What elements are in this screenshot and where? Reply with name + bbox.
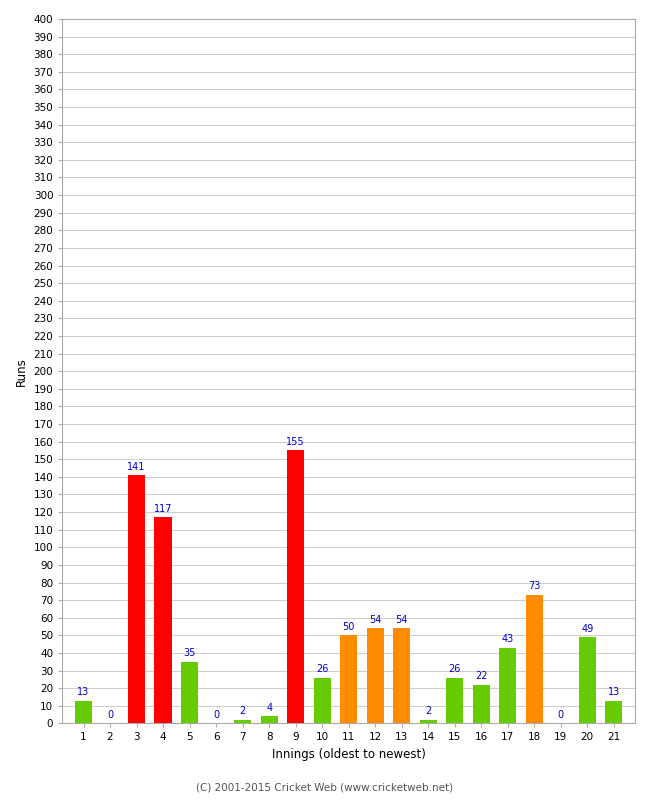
Text: 13: 13 — [77, 687, 90, 697]
Y-axis label: Runs: Runs — [15, 357, 28, 386]
Text: 0: 0 — [213, 710, 219, 720]
Bar — [578, 637, 596, 723]
Text: 73: 73 — [528, 582, 540, 591]
Text: 4: 4 — [266, 703, 272, 713]
Text: 0: 0 — [558, 710, 564, 720]
Bar — [75, 701, 92, 723]
Bar — [499, 648, 516, 723]
Text: 141: 141 — [127, 462, 146, 471]
Text: 2: 2 — [239, 706, 246, 716]
Bar — [526, 595, 543, 723]
Text: 22: 22 — [475, 671, 488, 681]
Bar — [234, 720, 252, 723]
X-axis label: Innings (oldest to newest): Innings (oldest to newest) — [272, 748, 426, 761]
Text: 54: 54 — [369, 614, 382, 625]
Bar — [313, 678, 331, 723]
Text: 117: 117 — [154, 504, 172, 514]
Text: 13: 13 — [608, 687, 620, 697]
Bar — [155, 518, 172, 723]
Text: 50: 50 — [343, 622, 355, 632]
Text: 155: 155 — [287, 437, 305, 447]
Bar — [181, 662, 198, 723]
Text: 49: 49 — [581, 624, 593, 634]
Text: 0: 0 — [107, 710, 113, 720]
Bar — [367, 628, 384, 723]
Text: 2: 2 — [425, 706, 432, 716]
Bar — [261, 716, 278, 723]
Text: 35: 35 — [183, 648, 196, 658]
Text: (C) 2001-2015 Cricket Web (www.cricketweb.net): (C) 2001-2015 Cricket Web (www.cricketwe… — [196, 782, 454, 792]
Bar — [605, 701, 623, 723]
Text: 26: 26 — [448, 664, 461, 674]
Bar — [473, 685, 490, 723]
Bar — [287, 450, 304, 723]
Bar — [340, 635, 358, 723]
Text: 43: 43 — [502, 634, 514, 644]
Bar — [128, 475, 145, 723]
Bar — [393, 628, 410, 723]
Bar — [420, 720, 437, 723]
Text: 26: 26 — [316, 664, 328, 674]
Text: 54: 54 — [395, 614, 408, 625]
Bar — [446, 678, 463, 723]
